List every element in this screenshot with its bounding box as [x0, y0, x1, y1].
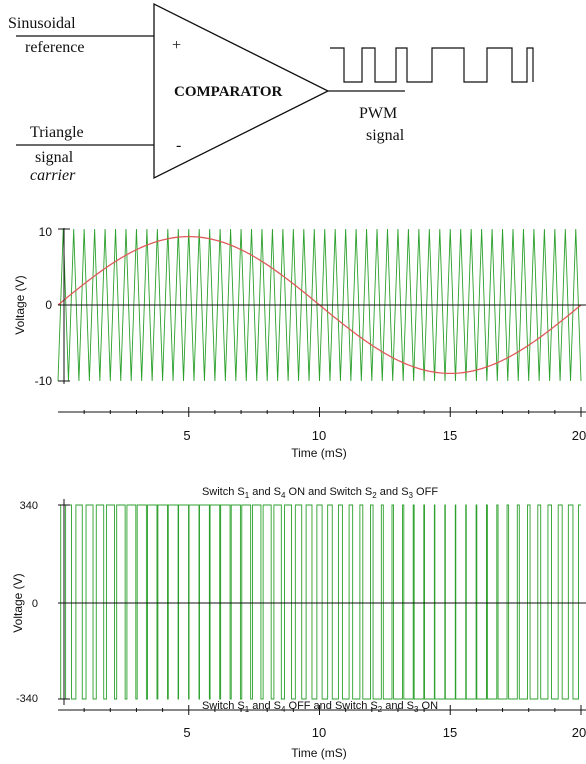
y-tick-label: 0 [45, 298, 52, 312]
y-tick-label: -10 [35, 374, 53, 388]
tick-marks [58, 504, 582, 715]
pwm-signal-label: signal [366, 127, 405, 144]
pwm-output-line [58, 504, 581, 700]
comparator-triangle [153, 2, 330, 180]
y-tick-label: -340 [16, 693, 38, 705]
x-tick-label: 5 [183, 725, 190, 740]
x-axis-title: Time (mS) [291, 746, 347, 760]
comparator-label: COMPARATOR [174, 84, 282, 100]
bottom-annotation: Switch S1 and S4 OFF and Switch S2 and S… [202, 700, 438, 714]
x-tick-label: 10 [312, 725, 326, 740]
sinusoidal-label: Sinusoidal [8, 15, 76, 32]
x-tick-label: 5 [183, 428, 190, 443]
carrier-label: carrier [30, 167, 76, 184]
x-tick-label: 15 [443, 725, 457, 740]
x-tick-label: 20 [572, 725, 586, 740]
y-tick-label: 10 [39, 225, 53, 239]
tick-marks [58, 228, 582, 417]
pwm-output-series [58, 504, 581, 700]
signal-label: signal [35, 149, 74, 166]
y-axis-title: Voltage (V) [11, 573, 25, 632]
minus-sign: - [176, 137, 181, 154]
pwm-pulse-train-icon [330, 47, 534, 83]
carrier-line [57, 228, 582, 382]
reference-label: reference [25, 39, 85, 56]
comparator-diagram: Sinusoidal reference + COMPARATOR - Tria… [8, 2, 534, 184]
x-axis-title: Time (mS) [291, 446, 347, 460]
y-axis-title: Voltage (V) [13, 275, 27, 334]
x-tick-label: 20 [572, 428, 586, 443]
top-annotation: Switch S1 and S4 ON and Switch S2 and S3… [202, 486, 438, 500]
x-tick-label: 10 [312, 428, 326, 443]
carrier-series [57, 228, 582, 382]
x-tick-label: 15 [443, 428, 457, 443]
pwm-label: PWM [359, 105, 397, 122]
pwm-output-chart: 340 0 -340 Switch S1 and S4 ON and Switc… [11, 486, 586, 760]
y-tick-label: 0 [32, 598, 38, 610]
triangle-label: Triangle [30, 124, 84, 141]
plus-sign: + [172, 37, 181, 54]
modulation-chart: 10 0 -10 5 10 15 20 Time (mS) Voltage (V… [13, 225, 586, 460]
y-tick-label: 340 [20, 500, 38, 512]
